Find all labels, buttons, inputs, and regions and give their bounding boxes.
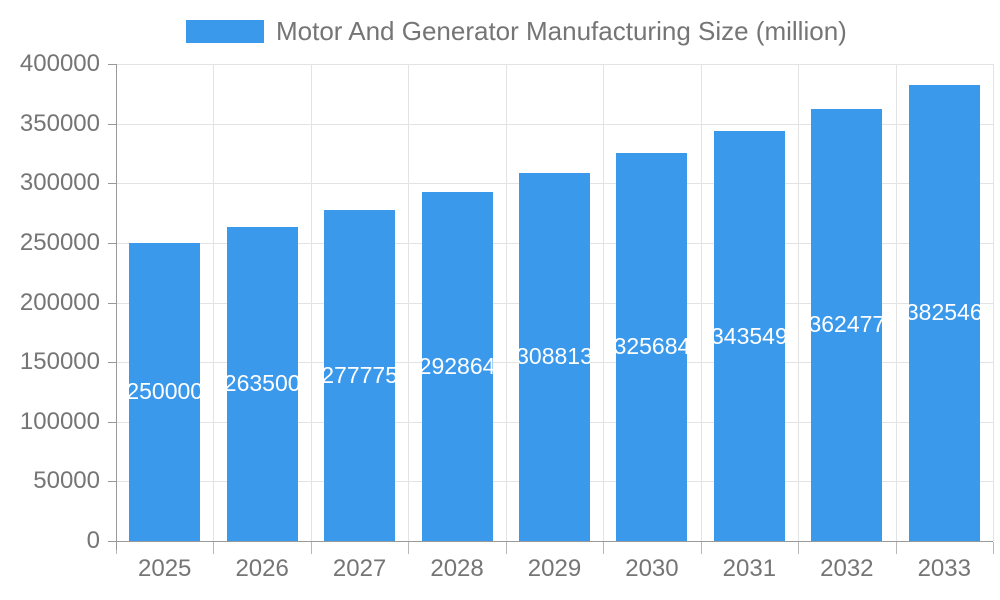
bar-value-label: 250000 bbox=[129, 378, 201, 405]
x-gridline bbox=[895, 64, 897, 541]
y-axis-tick bbox=[108, 481, 116, 483]
x-axis-label: 2030 bbox=[625, 555, 679, 582]
x-axis-label: 2026 bbox=[235, 555, 289, 582]
bar-value-label: 292864 bbox=[421, 352, 493, 379]
x-gridline bbox=[603, 64, 605, 541]
y-axis-label: 350000 bbox=[19, 109, 100, 137]
bar bbox=[811, 108, 883, 541]
y-gridline bbox=[116, 123, 993, 125]
bar-value-label: 308813 bbox=[519, 343, 590, 370]
y-axis-tick bbox=[108, 302, 116, 304]
x-axis-tick bbox=[603, 542, 605, 554]
y-axis-label: 250000 bbox=[19, 228, 100, 256]
bar-value-label: 263500 bbox=[226, 370, 298, 397]
bar bbox=[324, 209, 396, 541]
x-gridline bbox=[213, 64, 215, 541]
y-axis-label: 400000 bbox=[19, 50, 100, 77]
x-axis-tick bbox=[700, 542, 702, 554]
y-axis-tick bbox=[108, 64, 116, 65]
bar bbox=[129, 242, 201, 541]
bar bbox=[519, 172, 590, 541]
x-axis-tick bbox=[798, 542, 800, 554]
y-axis-label: 200000 bbox=[19, 288, 100, 316]
x-axis-tick bbox=[895, 542, 897, 554]
x-gridline bbox=[310, 64, 312, 541]
y-axis-tick bbox=[108, 421, 116, 423]
y-axis-label: 150000 bbox=[19, 348, 100, 376]
x-axis-line bbox=[108, 541, 993, 542]
x-axis-tick bbox=[993, 542, 994, 554]
legend-swatch bbox=[186, 20, 264, 43]
y-axis-label: 50000 bbox=[33, 467, 100, 495]
chart-legend[interactable]: Motor And Generator Manufacturing Size (… bbox=[186, 16, 847, 47]
x-axis-tick bbox=[505, 542, 507, 554]
y-axis-line bbox=[116, 64, 117, 550]
chart-title: Motor And Generator Manufacturing Size (… bbox=[276, 16, 847, 46]
x-axis-tick bbox=[408, 542, 410, 554]
x-axis-label: 2027 bbox=[332, 555, 387, 582]
y-axis-tick bbox=[108, 362, 116, 364]
x-axis-tick bbox=[213, 542, 215, 554]
bar-value-label: 325684 bbox=[616, 333, 688, 360]
y-axis-tick bbox=[108, 123, 116, 125]
x-axis-label: 2028 bbox=[430, 555, 484, 582]
x-gridline bbox=[700, 64, 702, 541]
x-gridline bbox=[408, 64, 410, 541]
x-axis-label: 2025 bbox=[138, 555, 192, 582]
bar bbox=[713, 131, 785, 541]
y-axis-label: 100000 bbox=[19, 407, 100, 435]
x-axis-label: 2031 bbox=[722, 555, 777, 582]
bar-value-label: 362477 bbox=[811, 311, 883, 338]
bar bbox=[421, 191, 493, 541]
x-axis-label: 2032 bbox=[820, 555, 874, 582]
x-axis-label: 2033 bbox=[917, 555, 971, 582]
x-gridline bbox=[798, 64, 800, 541]
x-axis-label: 2029 bbox=[527, 555, 582, 582]
x-axis-tick bbox=[310, 542, 312, 554]
x-gridline bbox=[993, 64, 994, 541]
bar bbox=[616, 152, 688, 541]
bar-value-label: 382546 bbox=[908, 299, 980, 326]
bar bbox=[908, 84, 980, 541]
bar-value-label: 343549 bbox=[713, 322, 785, 349]
bar bbox=[226, 226, 298, 541]
y-axis-tick bbox=[108, 242, 116, 244]
bar-value-label: 277775 bbox=[324, 361, 396, 388]
x-gridline bbox=[505, 64, 507, 541]
y-axis-label: 0 bbox=[86, 527, 100, 554]
y-gridline bbox=[116, 64, 993, 65]
y-axis-tick bbox=[108, 183, 116, 185]
y-axis-label: 300000 bbox=[19, 169, 100, 197]
